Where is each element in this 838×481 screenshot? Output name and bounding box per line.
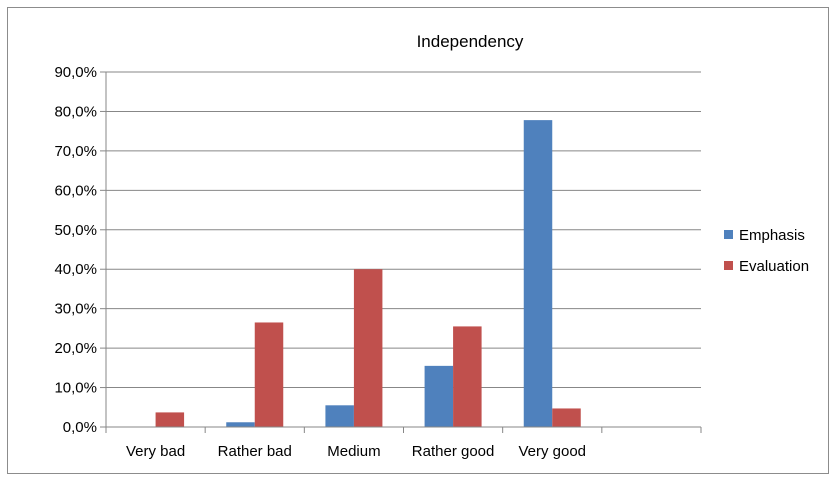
chart-title: Independency [417,32,524,51]
y-tick-label: 90,0% [54,64,97,81]
x-tick-label: Rather good [412,443,495,460]
x-axis-ticks: Very bad Rather bad Medium Rather good Very … [126,443,586,460]
legend-swatch-emphasis [724,230,733,239]
bar-emphasis-very-good [523,120,553,427]
legend-label-emphasis: Emphasis [739,227,805,244]
bar-evaluation-very-good [552,408,581,427]
bar-evaluation-rather-good [453,326,482,427]
y-tick-label: 60,0% [54,182,97,199]
y-tick-label: 50,0% [54,222,97,239]
axes [100,71,702,433]
bar-emphasis-rather-good [424,365,454,427]
bar-evaluation-very-bad [155,412,185,427]
bar-evaluation-rather-bad [254,322,284,427]
y-axis-ticks: 0,0% 10,0% 20,0% 30,0% 40,0% 50,0% 60,0% 70,0% 8… [54,64,97,436]
bar-emphasis-medium [325,405,354,427]
x-tick-label: Very good [518,443,586,460]
bars [155,120,581,427]
y-tick-label: 20,0% [54,340,97,357]
y-tick-label: 30,0% [54,301,97,318]
legend: Emphasis Evaluation [724,227,809,275]
y-tick-label: 70,0% [54,143,97,160]
bar-emphasis-rather-bad [226,422,255,427]
y-tick-label: 0,0% [63,419,97,436]
x-tick-label: Medium [327,443,380,460]
x-tick-label: Very bad [126,443,185,460]
y-tick-label: 80,0% [54,103,97,120]
legend-label-evaluation: Evaluation [739,258,809,275]
y-tick-label: 10,0% [54,380,97,397]
y-tick-label: 40,0% [54,261,97,278]
legend-swatch-evaluation [724,261,733,270]
gridlines [106,71,701,389]
x-tick-label: Rather bad [218,443,292,460]
chart-frame [7,7,829,474]
bar-evaluation-medium [353,269,383,427]
